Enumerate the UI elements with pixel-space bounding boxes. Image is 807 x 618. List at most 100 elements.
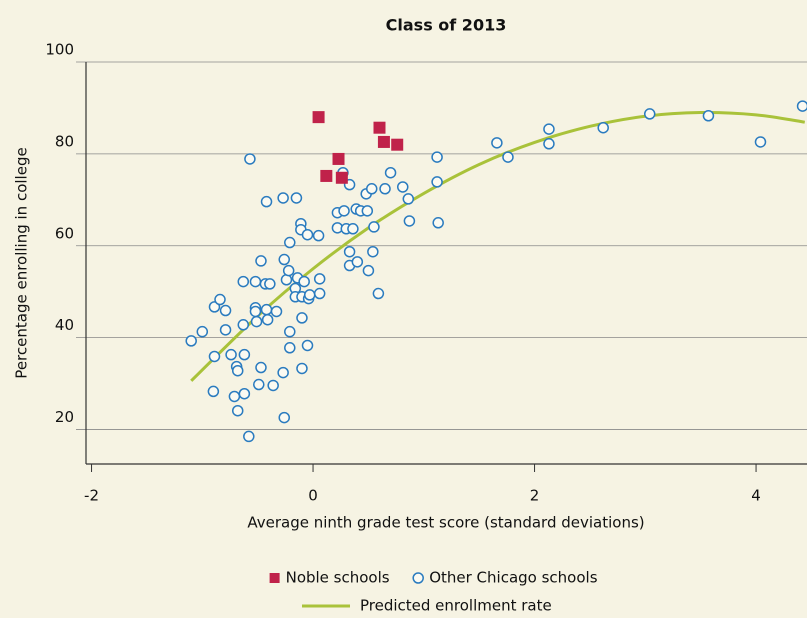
point bbox=[301, 228, 314, 241]
point bbox=[347, 223, 359, 235]
point bbox=[351, 256, 364, 268]
point bbox=[320, 169, 333, 182]
y-tick-label: 40 bbox=[55, 316, 74, 334]
point bbox=[361, 205, 374, 217]
point bbox=[432, 217, 444, 229]
point bbox=[312, 111, 325, 124]
point bbox=[185, 335, 197, 347]
point bbox=[373, 121, 386, 134]
point bbox=[343, 245, 356, 258]
x-tick-label: 4 bbox=[751, 487, 761, 505]
point bbox=[431, 176, 443, 188]
point bbox=[312, 229, 325, 242]
point bbox=[231, 404, 244, 417]
point bbox=[260, 303, 273, 316]
legend-swatch bbox=[412, 572, 424, 584]
point bbox=[298, 275, 310, 288]
point bbox=[264, 278, 276, 290]
point bbox=[491, 137, 503, 149]
point bbox=[391, 138, 404, 151]
point bbox=[228, 390, 241, 403]
point bbox=[238, 348, 251, 361]
point bbox=[253, 378, 265, 391]
point bbox=[377, 135, 390, 148]
point bbox=[365, 183, 378, 195]
point bbox=[754, 136, 767, 148]
point bbox=[290, 192, 303, 204]
point bbox=[207, 385, 220, 398]
point bbox=[597, 121, 609, 134]
point bbox=[284, 236, 296, 249]
point bbox=[267, 379, 279, 392]
x-tick-label: -2 bbox=[84, 487, 99, 505]
point bbox=[260, 195, 273, 208]
point bbox=[214, 293, 226, 306]
point bbox=[362, 264, 375, 277]
point bbox=[278, 411, 290, 424]
point bbox=[372, 287, 385, 300]
point bbox=[403, 215, 416, 227]
point bbox=[332, 152, 345, 165]
point bbox=[502, 151, 514, 163]
point bbox=[313, 273, 326, 285]
legend-label: Noble schools bbox=[286, 569, 390, 587]
point bbox=[219, 324, 232, 336]
point bbox=[284, 325, 296, 338]
point bbox=[250, 315, 263, 328]
point bbox=[296, 362, 308, 375]
point bbox=[280, 274, 293, 286]
point bbox=[335, 171, 348, 184]
point bbox=[296, 312, 308, 324]
point bbox=[796, 100, 807, 112]
point bbox=[237, 275, 250, 288]
point bbox=[277, 366, 289, 379]
point bbox=[196, 325, 209, 338]
legend-label: Other Chicago schools bbox=[429, 569, 598, 587]
point bbox=[255, 361, 267, 374]
point bbox=[277, 192, 289, 204]
point bbox=[313, 287, 326, 300]
point bbox=[397, 181, 409, 193]
legend-label: Predicted enrollment rate bbox=[360, 597, 552, 615]
point bbox=[244, 153, 256, 165]
y-tick-label: 60 bbox=[55, 224, 74, 242]
point bbox=[249, 275, 262, 288]
x-tick-label: 2 bbox=[530, 487, 540, 505]
y-tick-label: 100 bbox=[45, 41, 74, 59]
y-tick-label: 20 bbox=[55, 408, 74, 426]
point bbox=[543, 123, 555, 135]
y-tick-label: 80 bbox=[55, 132, 74, 150]
point bbox=[643, 108, 656, 120]
chart-title: Class of 2013 bbox=[386, 16, 507, 35]
point bbox=[249, 305, 262, 318]
point bbox=[402, 193, 415, 205]
point bbox=[237, 319, 250, 331]
point bbox=[431, 151, 443, 163]
point bbox=[243, 430, 255, 443]
point bbox=[368, 221, 380, 233]
point bbox=[303, 289, 316, 301]
point bbox=[543, 138, 555, 150]
point bbox=[379, 183, 391, 195]
x-tick-label: 0 bbox=[308, 487, 318, 505]
point bbox=[384, 166, 397, 179]
point bbox=[284, 342, 296, 354]
x-axis-label: Average ninth grade test score (standard… bbox=[247, 514, 644, 532]
point bbox=[255, 255, 267, 267]
point bbox=[231, 364, 244, 377]
point bbox=[225, 348, 237, 361]
point bbox=[238, 387, 251, 400]
point bbox=[219, 304, 232, 317]
point bbox=[282, 264, 295, 277]
point bbox=[338, 205, 350, 217]
point bbox=[301, 339, 314, 352]
y-axis-label: Percentage enrolling in college bbox=[13, 147, 31, 378]
point bbox=[270, 305, 283, 318]
point bbox=[208, 350, 221, 363]
point bbox=[278, 253, 290, 266]
point bbox=[261, 313, 274, 326]
point bbox=[702, 110, 715, 122]
